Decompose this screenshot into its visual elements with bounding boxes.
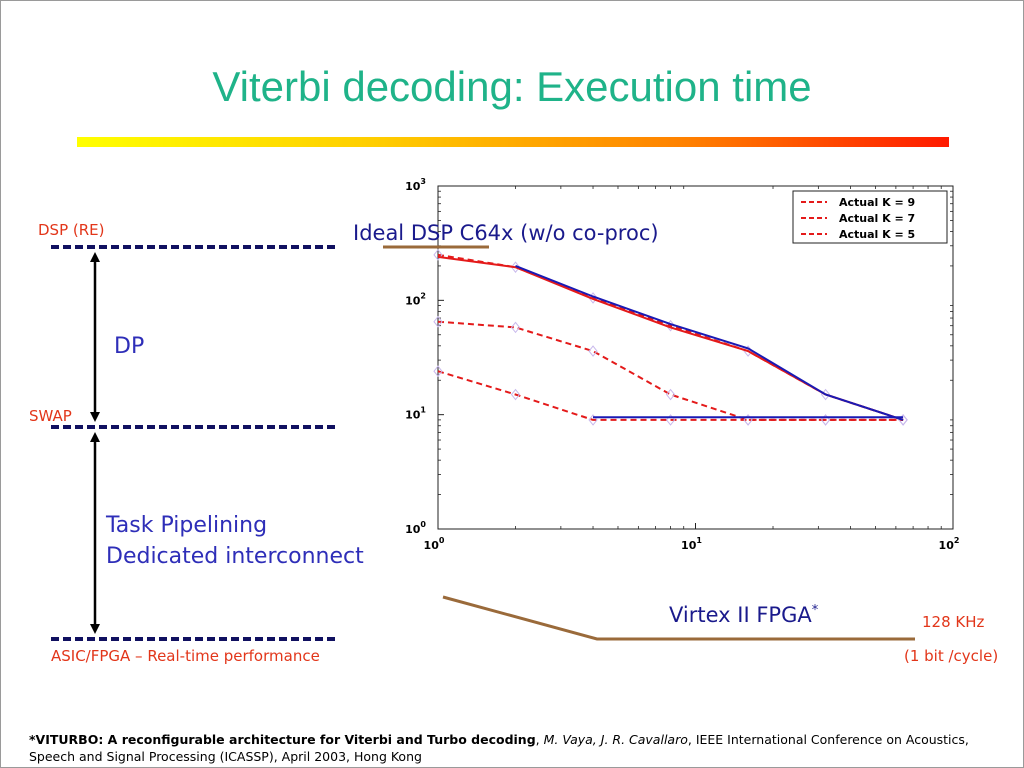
- asic-level-line: [51, 637, 335, 641]
- ideal-dsp-bracket: [383, 245, 489, 249]
- swap-level-line: [51, 425, 335, 429]
- virtex-footnote-star: *: [811, 603, 819, 618]
- data-point: [510, 321, 521, 334]
- dsp-re-label: DSP (RE): [38, 221, 105, 239]
- data-point: [588, 345, 598, 357]
- data-point: [433, 365, 443, 377]
- execution-time-chart: 100 101 102 100 101 102 103 Actual K = 9 Actual…: [405, 177, 960, 552]
- asic-fpga-label: ASIC/FPGA – Real-time performance: [51, 647, 320, 665]
- rate-sub-label: (1 bit /cycle): [904, 647, 999, 665]
- x-tick-label: 100: [424, 536, 445, 552]
- data-point: [510, 261, 521, 273]
- data-point: [433, 315, 443, 328]
- data-point: [433, 249, 443, 261]
- dedicated-interconnect-label: Dedicated interconnect: [106, 544, 364, 569]
- ideal-dsp-caption: Ideal DSP C64x (w/o co-proc): [353, 221, 659, 245]
- footnote-authors: M. Vaya, J. R. Cavallaro: [543, 732, 688, 747]
- data-point: [743, 414, 753, 426]
- virtex-caption-text: Virtex II FPGA: [669, 603, 812, 627]
- footnote-venue: , IEEE International Conference on Acous…: [29, 732, 969, 764]
- task-pipelining-label: Task Pipelining: [106, 513, 268, 538]
- data-point: [820, 414, 831, 426]
- slide-title: Viterbi decoding: Execution time: [212, 63, 812, 110]
- dp-label: DP: [114, 334, 145, 359]
- virtex-bracket: [442, 595, 915, 641]
- rate-label: 128 KHz: [922, 613, 985, 631]
- y-tick-label: 101: [405, 406, 426, 422]
- footnote-title: *VITURBO: A reconfigurable architecture …: [29, 732, 536, 747]
- data-point: [510, 388, 521, 401]
- data-point: [665, 414, 676, 426]
- dsp-level-line: [51, 245, 335, 249]
- series-line-4: [515, 264, 904, 421]
- y-tick-label: 102: [405, 291, 426, 307]
- footnote-sep: ,: [535, 732, 544, 747]
- y-tick-label: 100: [405, 520, 426, 536]
- x-tick-label: 102: [939, 536, 960, 552]
- series-line-2: [437, 370, 904, 421]
- y-tick-label: 103: [405, 177, 426, 193]
- legend-label: Actual K = 7: [839, 212, 915, 225]
- data-point: [665, 388, 676, 401]
- legend-label: Actual K = 9: [839, 196, 915, 209]
- level-arrows: [90, 252, 100, 634]
- reference-footnote: *VITURBO: A reconfigurable architecture …: [29, 731, 989, 765]
- virtex-caption: Virtex II FPGA*: [669, 603, 818, 627]
- title-gradient-bar: [77, 137, 949, 147]
- data-point: [588, 414, 598, 426]
- swap-label: SWAP: [29, 407, 72, 425]
- x-tick-label: 101: [681, 536, 702, 552]
- legend-label: Actual K = 5: [839, 228, 915, 241]
